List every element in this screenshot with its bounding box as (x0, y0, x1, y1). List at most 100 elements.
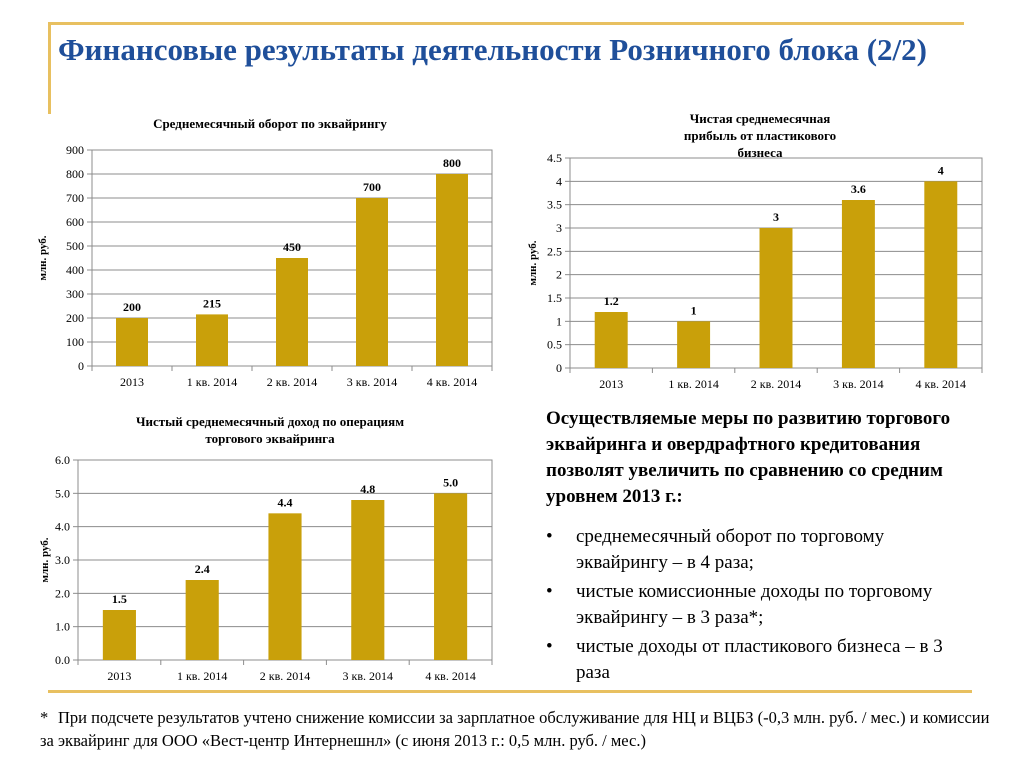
data-label: 215 (203, 296, 221, 310)
category-label: 2 кв. 2014 (267, 375, 318, 389)
chart-svg: 0 0.5 1 1.5 2 2.5 3 3.5 4 4.5 млн. руб. 1.2 2013 1 1 к… (527, 151, 983, 391)
tick-label: 500 (66, 239, 84, 253)
category-label: 3 кв. 2014 (347, 375, 398, 389)
y-axis-label: млн. руб. (527, 240, 539, 285)
tick-label: 2.5 (547, 244, 562, 258)
bar (841, 200, 875, 368)
category-label: 2013 (599, 377, 623, 391)
category-label: 1 кв. 2014 (187, 375, 238, 389)
chart-title: Чистый среднемесячный доход по операциям… (135, 414, 405, 446)
tick-label: 4 (556, 174, 562, 188)
y-axis-label: млн. руб. (37, 235, 49, 280)
footnote: * При подсчете результатов учтено снижени… (40, 706, 1000, 752)
tick-label: 4.0 (55, 520, 70, 534)
tick-label: 100 (66, 335, 84, 349)
bar (436, 174, 468, 366)
chart-svg: 0.0 1.0 2.0 3.0 4.0 5.0 6.0 млн. руб. 1.5 2013 2.4… (39, 453, 493, 683)
chart-svg: 0 100 200 300 400 500 600 700 800 900 млн. руб. 200… (37, 143, 493, 389)
category-label: 2 кв. 2014 (260, 669, 311, 683)
data-label: 1.2 (604, 294, 619, 308)
data-label: 700 (363, 180, 381, 194)
data-label: 200 (123, 300, 141, 314)
category-label: 1 кв. 2014 (668, 377, 719, 391)
bullet: • (546, 526, 553, 547)
category-label: 4 кв. 2014 (916, 377, 967, 391)
tick-label: 3.5 (547, 198, 562, 212)
bar (677, 321, 711, 368)
list-item-text: чистые доходы от пластикового бизнеса – … (576, 636, 943, 683)
bar (759, 228, 793, 368)
data-label: 4.8 (360, 482, 375, 496)
data-label: 5.0 (443, 475, 458, 489)
tick-label: 6.0 (55, 453, 70, 467)
tick-label: 4.5 (547, 151, 562, 165)
data-label: 1.5 (112, 592, 127, 606)
chart-acquiring-income: Чистый среднемесячный доход по операциям… (30, 410, 510, 695)
tick-label: 0 (78, 359, 84, 373)
bar (924, 181, 958, 368)
slide-title: Финансовые результаты деятельности Розни… (58, 32, 927, 67)
category-label: 4 кв. 2014 (425, 669, 476, 683)
tick-label: 900 (66, 143, 84, 157)
frame-left-line (48, 22, 51, 114)
category-label: 3 кв. 2014 (343, 669, 394, 683)
tick-label: 3 (556, 221, 562, 235)
bar (356, 198, 388, 366)
bullet: • (546, 636, 553, 657)
bar (196, 314, 228, 366)
data-label: 2.4 (195, 562, 210, 576)
measures-block: Осуществляемые меры по развитию торговог… (546, 406, 976, 689)
bar (116, 318, 148, 366)
footnote-mark: * (40, 708, 49, 727)
list-item: • среднемесячный оборот по торговому экв… (546, 524, 976, 576)
bar (102, 610, 136, 660)
tick-label: 800 (66, 167, 84, 181)
bar (351, 500, 385, 660)
list-item: • чистые комиссионные доходы по торговом… (546, 579, 976, 631)
tick-label: 1.0 (55, 620, 70, 634)
tick-label: 1 (556, 314, 562, 328)
data-label: 1 (691, 303, 697, 317)
tick-label: 1.5 (547, 291, 562, 305)
bar (268, 513, 302, 660)
bar (185, 580, 219, 660)
tick-label: 0 (556, 361, 562, 375)
category-label: 3 кв. 2014 (833, 377, 884, 391)
tick-label: 300 (66, 287, 84, 301)
chart-title: Чистая среднемесячная прибыль от пластик… (683, 111, 837, 160)
y-axis-label: млн. руб. (39, 537, 51, 582)
category-label: 1 кв. 2014 (177, 669, 228, 683)
frame-top-line (48, 22, 964, 25)
category-label: 2 кв. 2014 (751, 377, 802, 391)
category-label: 2013 (120, 375, 144, 389)
measures-list: • среднемесячный оборот по торговому экв… (546, 524, 976, 686)
bar (594, 312, 628, 368)
category-label: 2013 (107, 669, 131, 683)
footnote-text: При подсчете результатов учтено снижение… (40, 708, 990, 750)
frame-bottom-line (48, 690, 972, 693)
data-label: 3.6 (851, 182, 866, 196)
chart-plastic-profit: Чистая среднемесячная прибыль от пластик… (520, 108, 1000, 398)
list-item: • чистые доходы от пластикового бизнеса … (546, 634, 976, 686)
tick-label: 0.0 (55, 653, 70, 667)
tick-label: 0.5 (547, 338, 562, 352)
tick-label: 2.0 (55, 586, 70, 600)
tick-label: 5.0 (55, 486, 70, 500)
data-label: 800 (443, 156, 461, 170)
data-label: 4 (938, 163, 944, 177)
measures-lead: Осуществляемые меры по развитию торговог… (546, 408, 951, 507)
tick-label: 600 (66, 215, 84, 229)
tick-label: 700 (66, 191, 84, 205)
bar (276, 258, 308, 366)
tick-label: 3.0 (55, 553, 70, 567)
chart-title: Среднемесячный оборот по эквайрингу (153, 116, 387, 131)
chart-acquiring-turnover: Среднемесячный оборот по эквайрингу 0 100… (30, 112, 510, 397)
data-label: 450 (283, 240, 301, 254)
list-item-text: среднемесячный оборот по торговому эквай… (576, 526, 885, 573)
bar (434, 493, 468, 660)
data-label: 4.4 (278, 495, 293, 509)
tick-label: 2 (556, 268, 562, 282)
list-item-text: чистые комиссионные доходы по торговому … (576, 581, 933, 628)
tick-label: 200 (66, 311, 84, 325)
data-label: 3 (773, 210, 779, 224)
